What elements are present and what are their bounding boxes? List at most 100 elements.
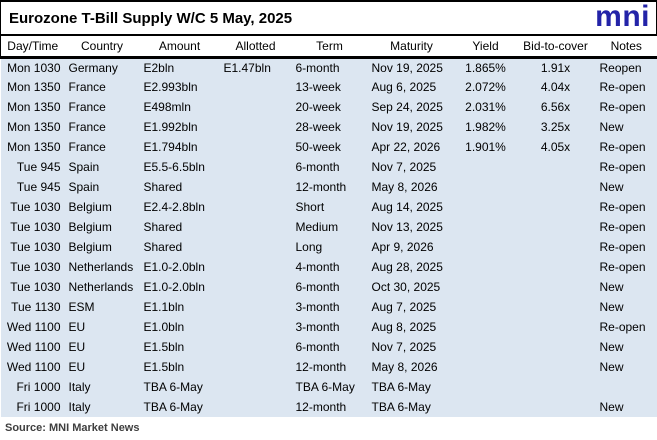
table-cell: E498mln	[143, 100, 191, 114]
table-cell	[220, 317, 292, 337]
table-cell	[516, 177, 596, 197]
table-cell: Spain	[68, 160, 100, 174]
table-cell: 1.865%	[465, 60, 506, 75]
table-cell: 6.56x	[540, 100, 571, 114]
table-cell	[220, 377, 292, 397]
table-cell: Spain	[68, 180, 100, 194]
table-cell: E1.47bln	[223, 60, 271, 75]
table-cell: Re-open	[599, 100, 646, 114]
table-cell: France	[68, 100, 106, 114]
table-cell: Fri 1000	[16, 380, 61, 394]
table-cell	[516, 397, 596, 417]
table-cell: New	[599, 300, 624, 314]
table-row: Mon 1030 Germany E2bln E1.47bln 6-month Nov 1…	[0, 57, 657, 77]
table-row: Tue 945 Spain Shared 12-month May 8, 2026 New	[0, 177, 657, 197]
table-row: Tue 1030 Netherlands E1.0-2.0bln 6-month Oct…	[0, 277, 657, 297]
table-cell	[220, 297, 292, 317]
table-cell	[456, 357, 516, 377]
table-cell	[220, 357, 292, 377]
table-cell: Mon 1350	[7, 120, 61, 134]
table-cell: Sep 24, 2025	[371, 100, 443, 114]
tbill-table: Day/Time Country Amount Allotted Term Maturit…	[0, 36, 657, 417]
table-cell: Netherlands	[68, 280, 134, 294]
table-cell: 1.901%	[465, 140, 506, 154]
column-header: Country	[64, 36, 140, 59]
table-cell	[516, 237, 596, 257]
table-cell: 28-week	[295, 120, 341, 134]
table-cell	[220, 217, 292, 237]
table-cell: New	[599, 120, 624, 134]
table-cell: E5.5-6.5bln	[143, 160, 205, 174]
table-cell	[456, 197, 516, 217]
table-cell: 6-month	[295, 60, 340, 75]
table-cell: 1.91x	[540, 60, 571, 75]
table-cell: Belgium	[68, 220, 112, 234]
table-row: Mon 1350 France E1.794bln 50-week Apr 22, 20…	[0, 137, 657, 157]
table-row: Tue 1030 Belgium Shared Long Apr 9, 2026 Re-o…	[0, 237, 657, 257]
table-row: Fri 1000 Italy TBA 6-May TBA 6-May TBA 6-May	[0, 377, 657, 397]
table-cell: E1.992bln	[143, 120, 198, 134]
table-cell: 6-month	[295, 160, 340, 174]
table-cell: Wed 1100	[6, 340, 61, 354]
masthead: Eurozone T-Bill Supply W/C 5 May, 2025 m…	[0, 2, 657, 34]
table-row: Tue 1030 Belgium E2.4-2.8bln Short Aug 14, 2…	[0, 197, 657, 217]
table-cell	[596, 377, 657, 397]
table-cell: Tue 1030	[10, 280, 61, 294]
table-cell: Mon 1030	[7, 60, 61, 75]
table-cell: Tue 1030	[10, 220, 61, 234]
table-row: Tue 1030 Belgium Shared Medium Nov 13, 2025 R…	[0, 217, 657, 237]
table-cell: Aug 7, 2025	[371, 300, 437, 314]
table-cell	[516, 337, 596, 357]
table-cell: E1.0-2.0bln	[143, 260, 205, 274]
table-cell: Shared	[143, 180, 183, 194]
table-cell	[456, 217, 516, 237]
table-cell	[220, 157, 292, 177]
table-cell: Long	[295, 240, 323, 254]
table-cell: May 8, 2026	[371, 180, 438, 194]
title-rule	[0, 34, 657, 36]
table-cell: 12-month	[295, 400, 347, 414]
table-cell: Mon 1350	[7, 80, 61, 94]
mni-logo: mni	[595, 0, 650, 33]
source-note: Source: MNI Market News	[0, 417, 657, 439]
table-cell: Tue 1130	[11, 300, 61, 314]
table-row: Tue 1130 ESM E1.1bln 3-month Aug 7, 2025 New	[0, 297, 657, 317]
table-cell	[220, 397, 292, 417]
table-cell: Apr 22, 2026	[371, 140, 441, 154]
table-cell	[220, 337, 292, 357]
table-cell: Shared	[143, 240, 183, 254]
table-cell	[516, 377, 596, 397]
table-cell: Medium	[295, 220, 339, 234]
column-header: Term	[291, 36, 368, 59]
table-cell: Belgium	[68, 200, 112, 214]
table-cell: Italy	[68, 400, 91, 414]
table-cell: Tue 945	[16, 160, 61, 174]
table-row: Mon 1350 France E498mln 20-week Sep 24, 2025…	[0, 97, 657, 117]
table-cell: Aug 8, 2025	[371, 320, 437, 334]
table-cell: Short	[295, 200, 325, 214]
table-cell: Nov 7, 2025	[371, 160, 437, 174]
table-cell: E1.5bln	[143, 340, 185, 354]
table-cell: Wed 1100	[6, 320, 61, 334]
table-cell: 6-month	[295, 280, 340, 294]
table-row: Mon 1350 France E1.992bln 28-week Nov 19, 20…	[0, 117, 657, 137]
table-cell	[516, 197, 596, 217]
table-cell: E1.0-2.0bln	[143, 280, 205, 294]
column-header: Maturity	[367, 36, 456, 59]
table-cell: France	[68, 140, 106, 154]
table-cell	[456, 277, 516, 297]
table-cell: 13-week	[295, 80, 341, 94]
table-row: Mon 1350 France E2.993bln 13-week Aug 6, 202…	[0, 77, 657, 97]
table-cell: Italy	[68, 380, 91, 394]
table-cell	[456, 297, 516, 317]
table-cell	[220, 257, 292, 277]
table-cell: Nov 19, 2025	[371, 60, 443, 75]
column-header: Bid-to-cover	[515, 36, 596, 59]
table-cell: New	[599, 280, 624, 294]
table-cell: Tue 1030	[10, 240, 61, 254]
table-cell: Re-open	[599, 80, 646, 94]
table-cell: Re-open	[599, 260, 646, 274]
table-cell: E1.5bln	[143, 360, 185, 374]
table-cell: 4.04x	[540, 80, 571, 94]
